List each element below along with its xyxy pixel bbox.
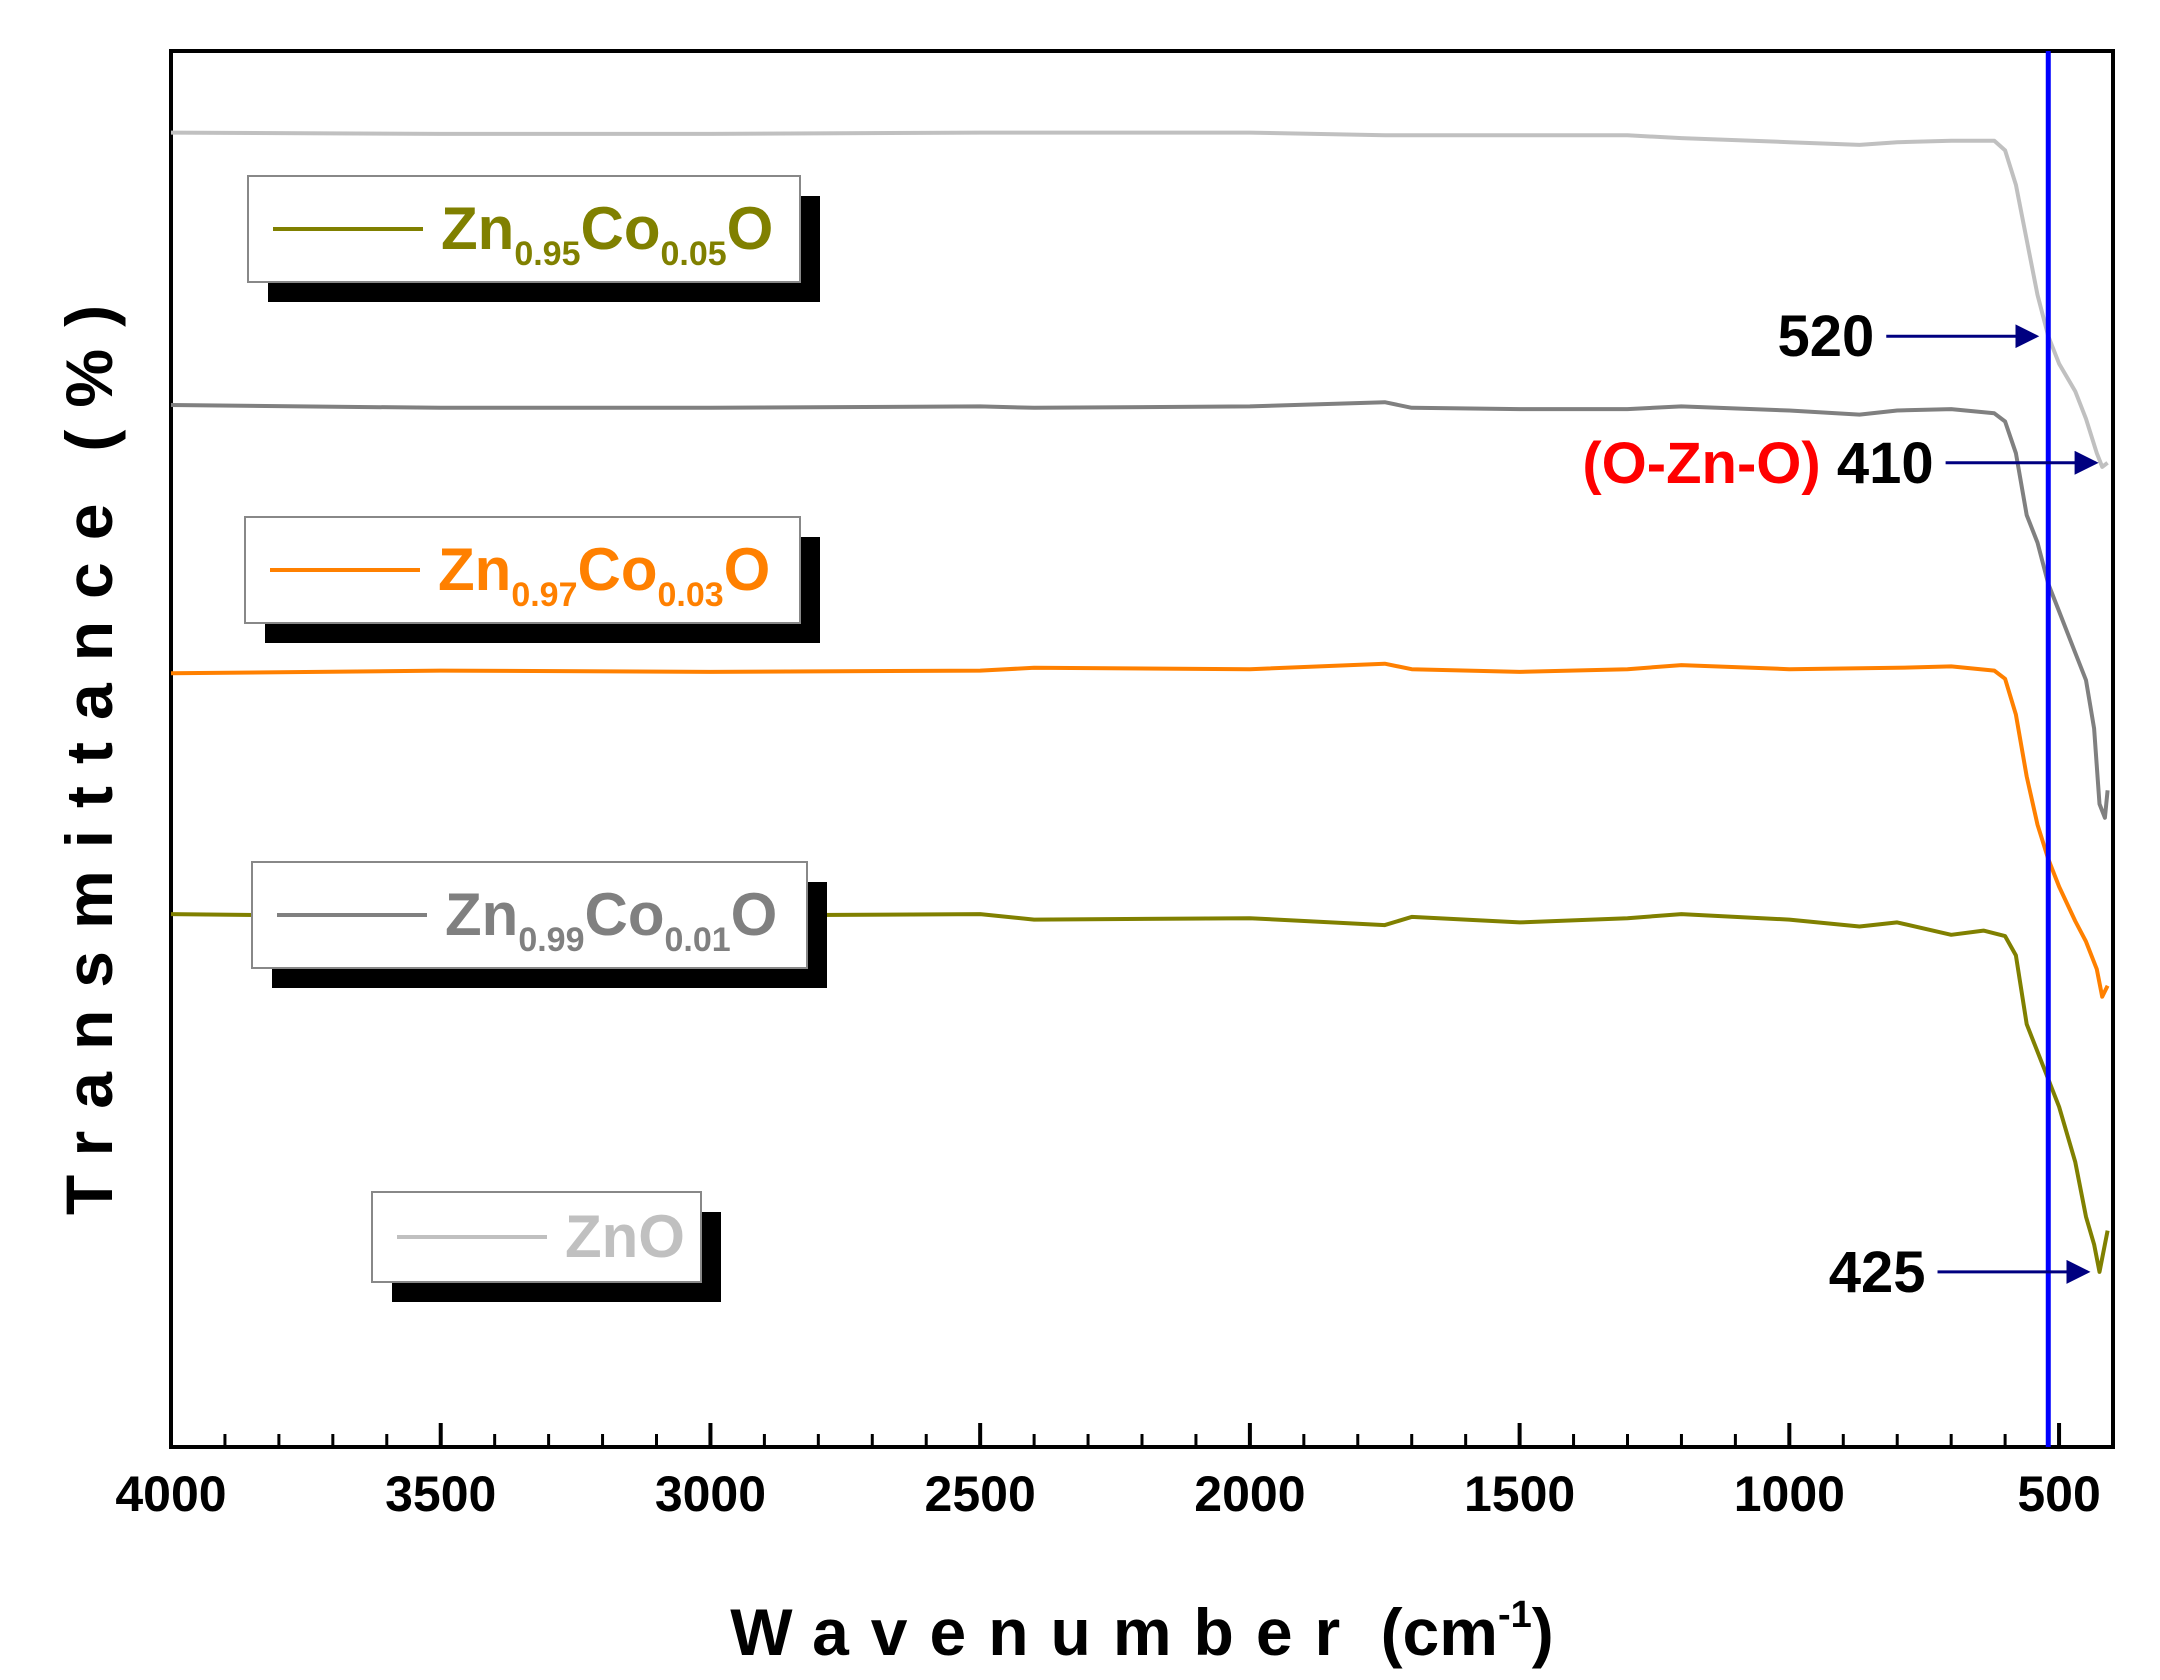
x-axis-title: Wavenumber (cm-1)	[730, 1594, 1553, 1669]
annotation-value: 410	[1837, 431, 1934, 496]
series-line-zn0-97co0-03o	[170, 661, 2110, 999]
x-tick-label-1500: 1500	[1464, 1466, 1575, 1522]
legend-label-subscript: 0.05	[660, 235, 726, 273]
x-axis-title-unit-close: )	[1532, 1595, 1554, 1669]
legend-item-zn0-95co0-05o: Zn0.95Co0.05O	[247, 175, 820, 302]
annotation-label: 425	[1829, 1240, 1926, 1305]
annotation-label: 520	[1777, 304, 1874, 369]
x-tick-label-4000: 4000	[115, 1466, 226, 1522]
x-tick-label-1000: 1000	[1734, 1466, 1845, 1522]
legend-label-subscript: 0.97	[511, 576, 577, 614]
legend-label-part: ZnO	[565, 1203, 685, 1270]
x-tick-label-3500: 3500	[385, 1466, 496, 1522]
annotation-label: (O-Zn-O) 410	[1582, 431, 1933, 496]
legend-label-part: Co	[578, 536, 658, 603]
x-tick-label-3000: 3000	[655, 1466, 766, 1522]
annotations: 425 520 (O-Zn-O) 410	[1582, 304, 2099, 1305]
series-line-zno	[170, 130, 2109, 469]
annotation-value: 520	[1777, 304, 1874, 369]
series-layer	[170, 130, 2110, 1274]
annotation-value: 425	[1829, 1240, 1926, 1305]
legend-label: ZnO	[565, 1203, 685, 1270]
legend-label: Zn0.97Co0.03O	[438, 536, 770, 614]
legend-item-zno: ZnO	[371, 1191, 721, 1302]
annotation-425: 425	[1829, 1240, 2091, 1305]
legend-label-subscript: 0.03	[657, 576, 723, 614]
legend-item-zn0-99co0-01o: Zn0.99Co0.01O	[251, 861, 827, 988]
x-tick-label-2500: 2500	[925, 1466, 1036, 1522]
legend-item-zn0-97co0-03o: Zn0.97Co0.03O	[244, 516, 820, 643]
y-axis-title-unit: (%)	[52, 283, 126, 452]
legend-label-part: O	[731, 881, 778, 948]
legend-label-part: O	[724, 536, 771, 603]
legend-label: Zn0.99Co0.01O	[445, 881, 777, 959]
legend-label-part: Zn	[438, 536, 511, 603]
x-axis-title-unit-sup: -1	[1498, 1594, 1532, 1636]
x-tick-label-500: 500	[2017, 1466, 2100, 1522]
legend-label-part: Zn	[441, 195, 514, 262]
y-axis-title-main: Transmittance	[52, 482, 126, 1216]
legend-label-subscript: 0.95	[514, 235, 580, 273]
y-axis-title: Transmittance (%)	[52, 283, 126, 1215]
series-line-zn0-95co0-05o	[170, 912, 2110, 1274]
legend-label: Zn0.95Co0.05O	[441, 195, 773, 273]
series-line-zn0-99co0-01o	[170, 400, 2110, 820]
legend-label-part: Zn	[445, 881, 518, 948]
legend-label-subscript: 0.01	[664, 921, 730, 959]
x-axis-title-main: Wavenumber	[730, 1595, 1362, 1669]
annotation-prefix: (O-Zn-O)	[1582, 431, 1836, 496]
legend-label-part: Co	[585, 881, 665, 948]
legend: Zn0.95Co0.05OZn0.97Co0.03OZn0.99Co0.01OZ…	[244, 175, 827, 1302]
x-axis-title-unit: (cm	[1362, 1595, 1498, 1669]
legend-label-part: O	[727, 195, 774, 262]
legend-label-subscript: 0.99	[518, 921, 584, 959]
x-axis: 4000 3500 3000 2500 2000 1500 1000 500	[115, 1423, 2101, 1522]
annotation-520: 520	[1777, 304, 2040, 369]
x-tick-label-2000: 2000	[1194, 1466, 1305, 1522]
annotation-410: (O-Zn-O) 410	[1582, 431, 2099, 496]
legend-label-part: Co	[581, 195, 661, 262]
